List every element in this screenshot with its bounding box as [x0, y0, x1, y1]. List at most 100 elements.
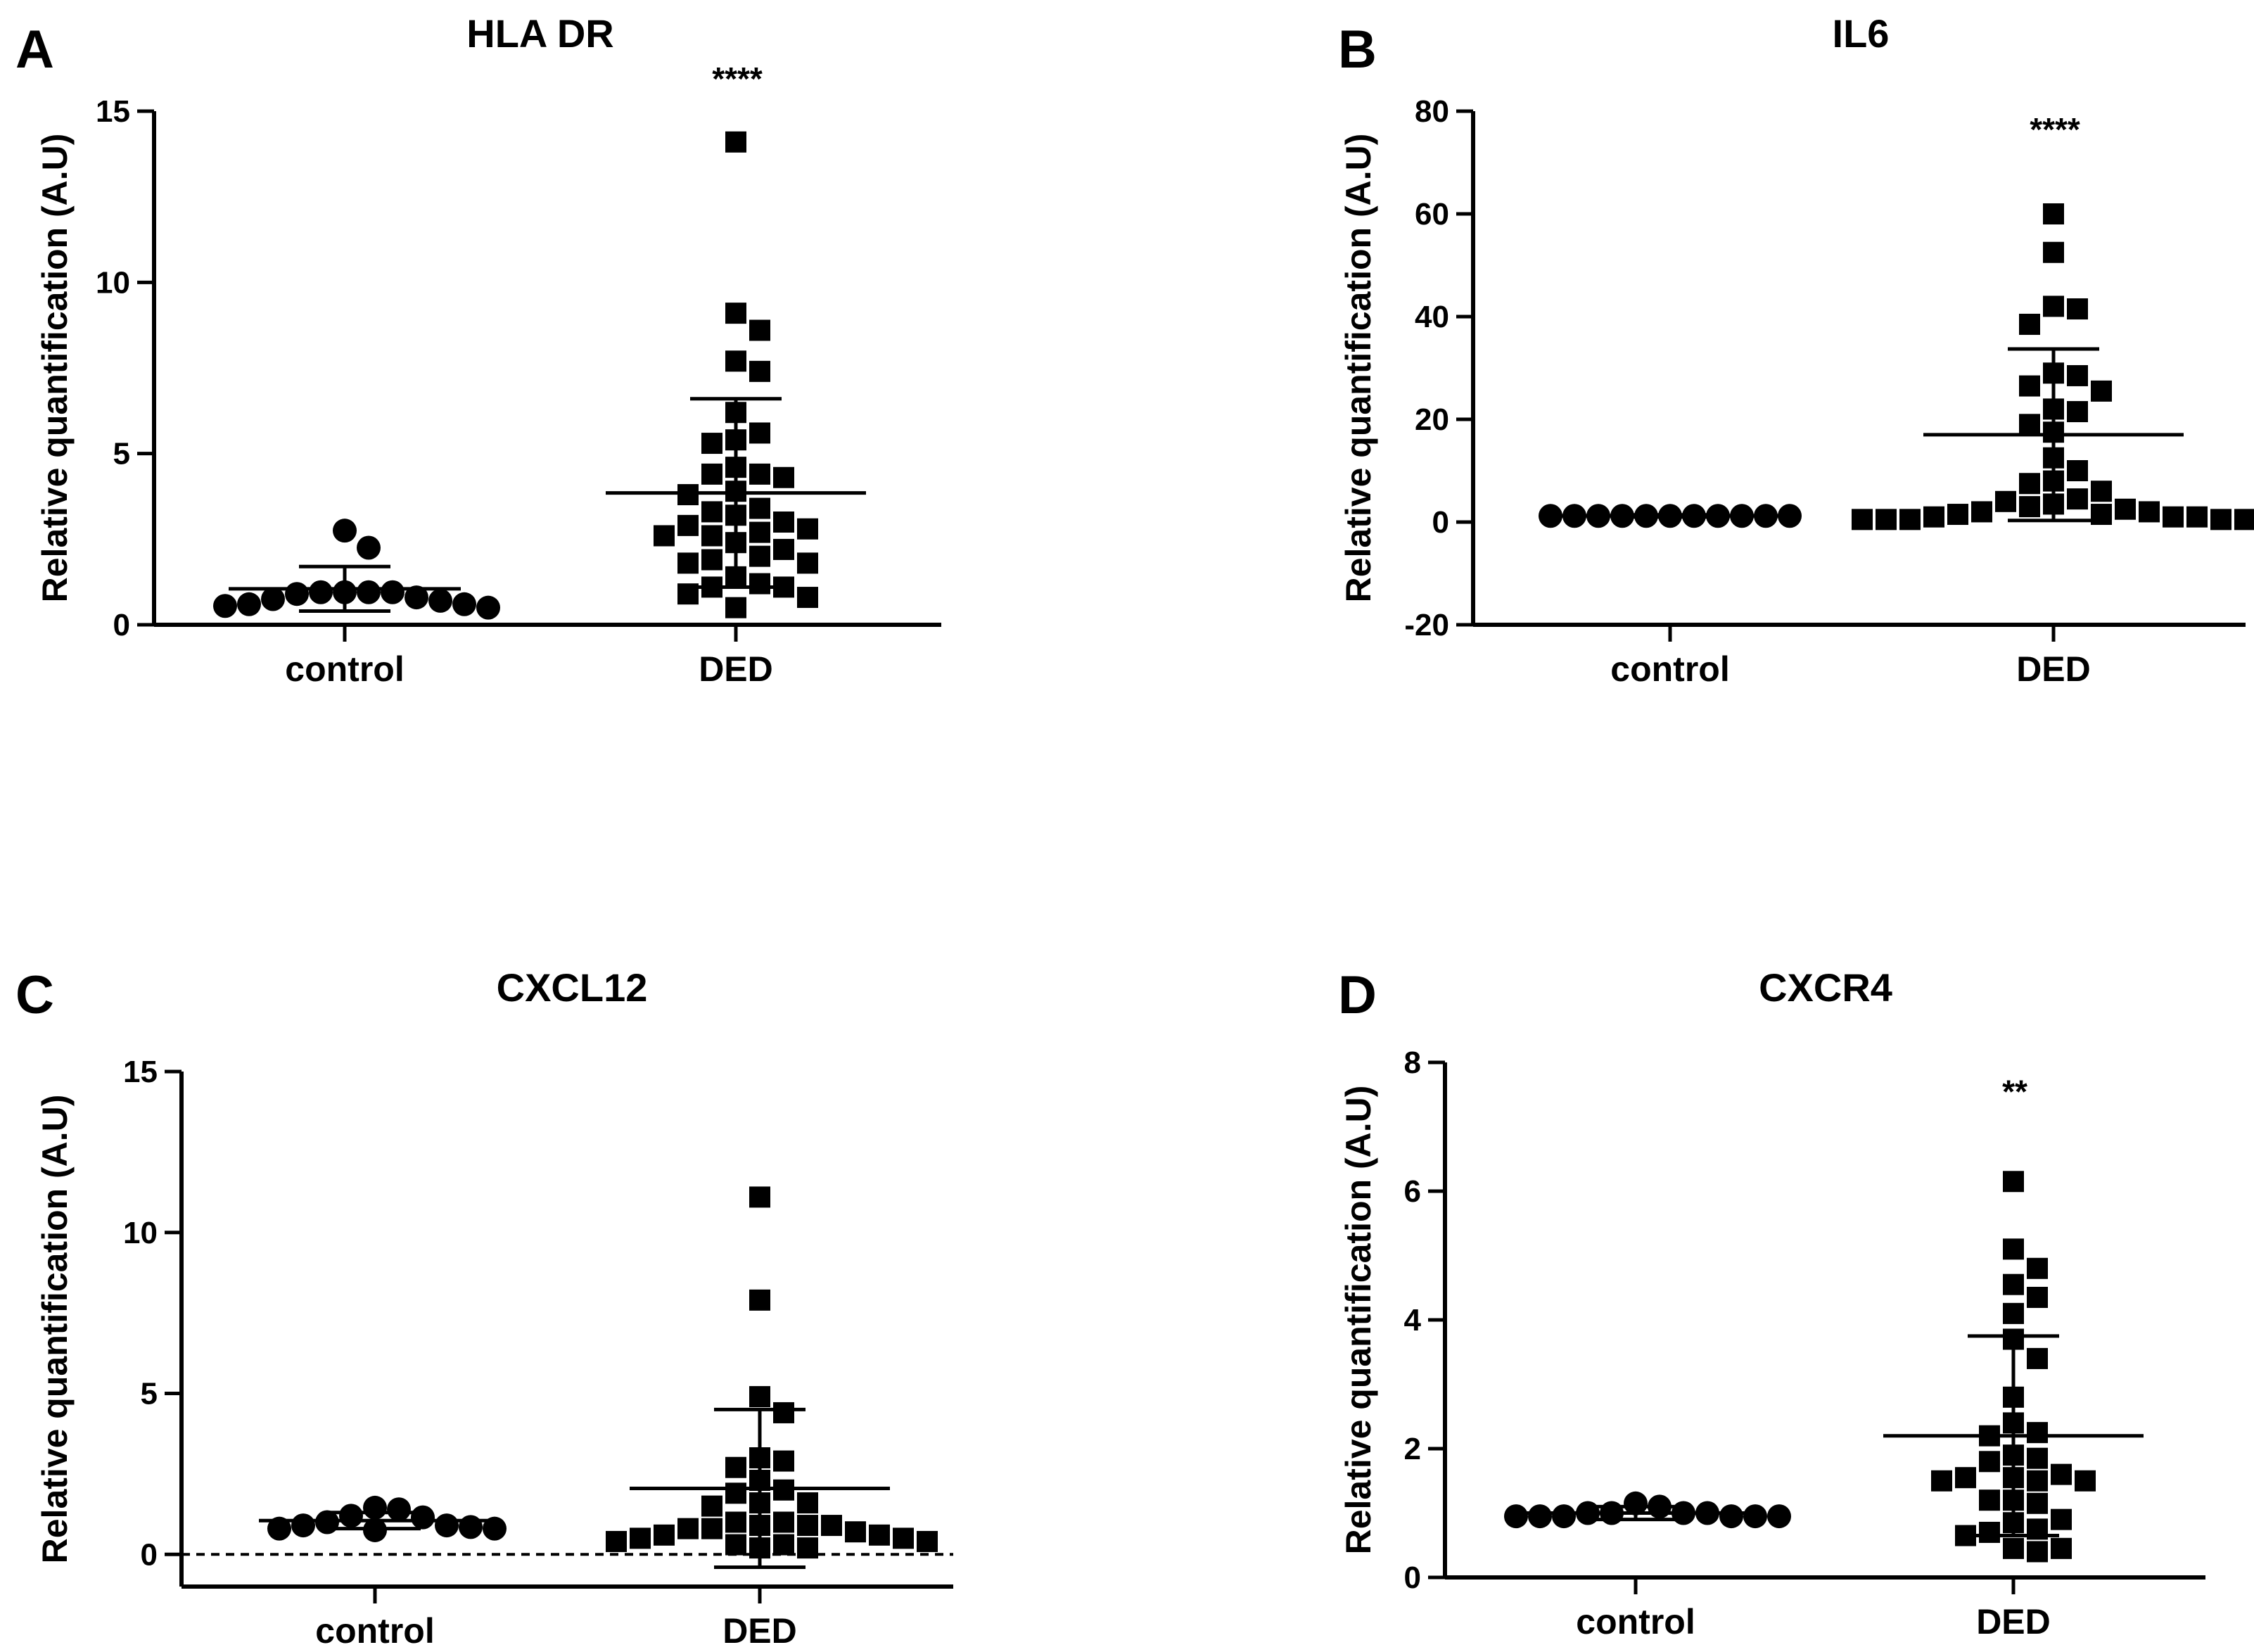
data-point: [2019, 496, 2040, 518]
data-point: [701, 433, 722, 455]
data-point: [405, 585, 428, 610]
group-control: [1539, 504, 1802, 528]
data-point: [701, 525, 722, 547]
data-point: [773, 538, 794, 560]
data-point: [2003, 1537, 2024, 1559]
data-point: [701, 463, 722, 485]
data-point: [893, 1527, 914, 1549]
y-tick-label: 2: [1404, 1432, 1421, 1466]
data-point: [773, 1402, 794, 1423]
chart-title: IL6: [1833, 11, 1890, 56]
data-point: [2186, 506, 2208, 528]
data-point: [2027, 1470, 2048, 1492]
data-point: [1552, 1504, 1576, 1529]
data-point: [2027, 1492, 2048, 1514]
data-point: [2027, 1541, 2048, 1563]
data-point: [773, 512, 794, 533]
data-point: [2043, 241, 2064, 263]
significance-stars: **: [2002, 1073, 2027, 1110]
data-point: [2115, 498, 2136, 520]
data-point: [654, 525, 675, 547]
data-point: [2091, 481, 2112, 502]
data-point: [749, 463, 770, 485]
data-point: [773, 1450, 794, 1472]
data-point: [339, 1504, 363, 1528]
group-control: [259, 1495, 507, 1542]
y-tick-label: 60: [1415, 197, 1449, 231]
data-point: [1979, 1451, 2000, 1473]
data-point: [749, 545, 770, 567]
panel-c: C CXCL12 0 5 10 15 Relative quantification (A.…: [15, 965, 953, 1651]
y-tick-label: 6: [1404, 1174, 1421, 1209]
data-point: [773, 1534, 794, 1556]
data-point: [1767, 1504, 1791, 1529]
data-point: [701, 549, 722, 571]
data-point: [1528, 1504, 1552, 1529]
data-point: [701, 501, 722, 523]
y-tick-label: 4: [1404, 1303, 1422, 1338]
data-point: [749, 573, 770, 595]
data-point: [725, 303, 746, 324]
data-point: [2019, 313, 2040, 335]
data-point: [606, 1530, 627, 1552]
data-point: [749, 1186, 770, 1208]
data-point: [725, 1482, 746, 1504]
data-point: [1899, 509, 1921, 530]
data-point: [1979, 1521, 2000, 1543]
data-point: [2003, 1238, 2024, 1260]
data-point: [291, 1513, 315, 1538]
y-tick-label: 20: [1415, 402, 1449, 437]
data-point: [309, 580, 333, 604]
chart-title: HLA DR: [466, 11, 613, 56]
data-point: [1852, 509, 1873, 530]
chart-title: CXCL12: [497, 965, 648, 1010]
panel-letter: A: [15, 20, 54, 80]
data-point: [1504, 1504, 1528, 1529]
data-point: [357, 535, 381, 560]
data-point: [1778, 504, 1802, 528]
data-point: [381, 580, 405, 604]
panel-a: A HLA DR 0 5 10 15 Relative quantification (A.…: [15, 11, 941, 689]
data-point: [797, 1537, 818, 1559]
data-point: [2210, 509, 2231, 530]
y-tick-label: 40: [1415, 300, 1449, 334]
data-point: [2043, 296, 2064, 317]
data-point: [749, 422, 770, 444]
data-point: [213, 594, 237, 618]
data-point: [2067, 488, 2088, 510]
data-point: [821, 1515, 842, 1537]
data-point: [2067, 460, 2088, 481]
data-point: [2067, 298, 2088, 320]
y-tick-label: 80: [1415, 94, 1449, 129]
data-point: [1923, 506, 1944, 528]
significance-stars: ****: [2030, 111, 2080, 148]
y-tick-label: 10: [123, 1216, 158, 1250]
y-axis-label: Relative quantification (A.U): [1339, 134, 1378, 603]
data-point: [1979, 1489, 2000, 1511]
data-point: [797, 1515, 818, 1537]
data-point: [2003, 1302, 2024, 1324]
panel-d: D CXCR4 0 2 4 6 8 Relative quantification (A.U)…: [1338, 965, 2205, 1641]
data-point: [1743, 1504, 1767, 1529]
x-category-label: control: [285, 649, 404, 689]
data-point: [2067, 401, 2088, 423]
y-tick-label: 0: [1404, 1561, 1421, 1595]
x-category-label: DED: [1976, 1602, 2051, 1641]
group-control: [213, 519, 500, 620]
significance-stars: ****: [712, 61, 763, 97]
data-point: [797, 552, 818, 574]
data-point: [2003, 1171, 2024, 1193]
data-point: [1995, 490, 2016, 512]
data-point: [797, 1492, 818, 1514]
y-tick-label: 5: [141, 1377, 158, 1411]
data-point: [725, 131, 746, 153]
data-point: [701, 1495, 722, 1517]
data-point: [411, 1505, 435, 1530]
y-axis-label: Relative quantification (A.U): [35, 1095, 75, 1564]
data-point: [2234, 509, 2254, 530]
data-point: [1876, 509, 1897, 530]
data-point: [677, 1518, 699, 1539]
x-category-label: control: [1576, 1602, 1695, 1641]
data-point: [725, 1511, 746, 1533]
